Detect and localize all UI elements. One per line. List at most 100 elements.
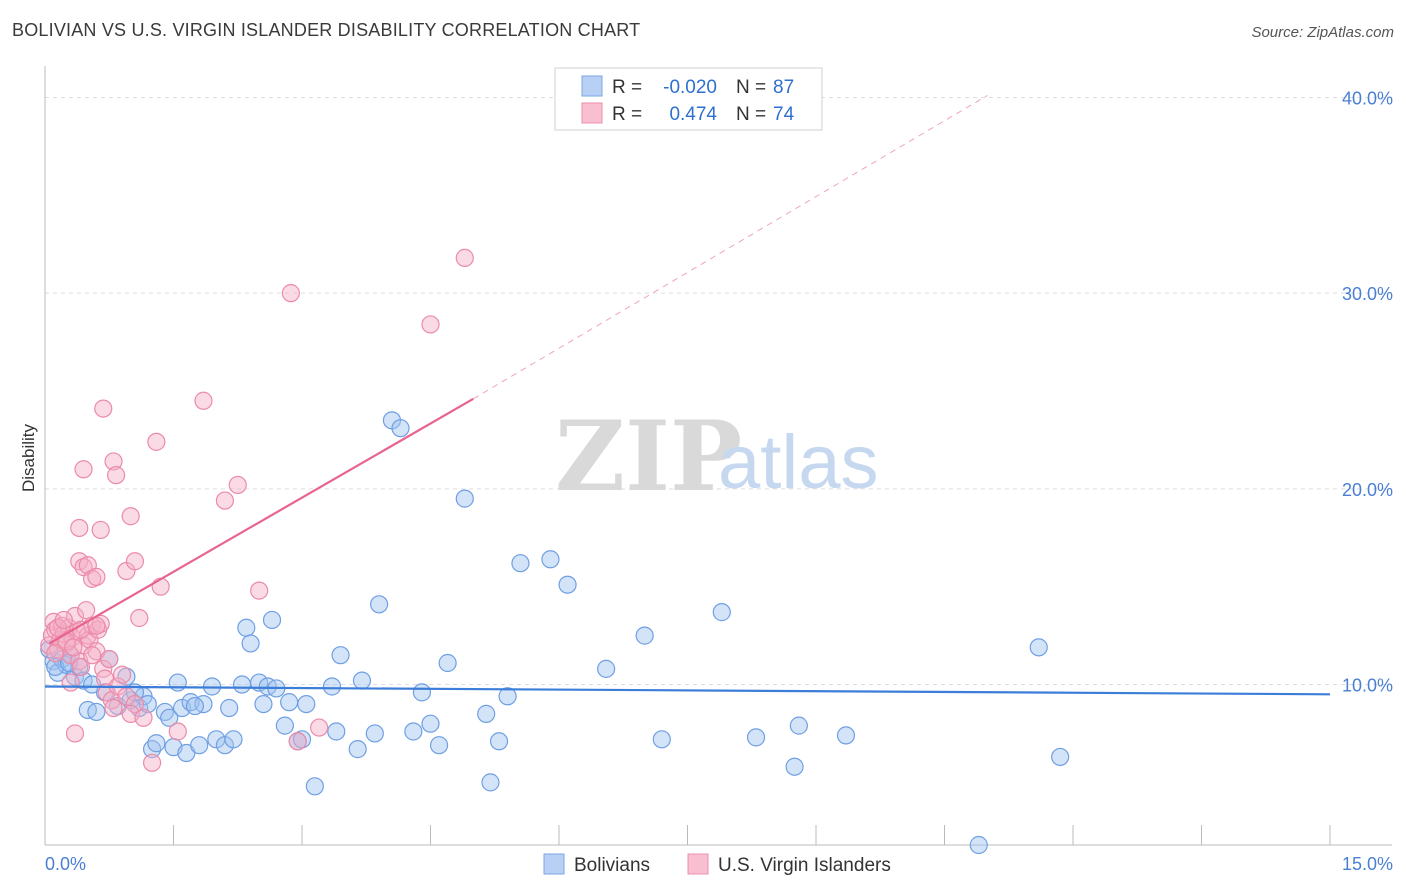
point-bolivians bbox=[147, 734, 166, 753]
point-bolivians bbox=[597, 659, 616, 678]
point-virgin-islanders bbox=[281, 284, 300, 303]
series-bolivians bbox=[40, 411, 1070, 855]
source-label: Source: ZipAtlas.com bbox=[1251, 24, 1394, 41]
legend-swatch-pink bbox=[581, 102, 603, 124]
point-virgin-islanders bbox=[125, 694, 145, 714]
point-virgin-islanders bbox=[194, 391, 213, 410]
point-virgin-islanders bbox=[215, 491, 234, 510]
legend-swatch-blue bbox=[581, 75, 603, 97]
axes bbox=[44, 66, 1392, 846]
point-virgin-islanders bbox=[310, 718, 329, 737]
legend-r-value-2: 0.474 bbox=[669, 104, 717, 125]
point-bolivians bbox=[168, 673, 187, 692]
point-bolivians bbox=[262, 610, 282, 630]
point-virgin-islanders bbox=[54, 610, 73, 630]
point-bolivians bbox=[391, 419, 410, 438]
point-virgin-islanders bbox=[70, 518, 89, 538]
y-tick-label: 20.0% bbox=[1342, 480, 1393, 500]
legend-n-label-2: N = bbox=[736, 104, 766, 125]
point-virgin-islanders bbox=[74, 460, 93, 479]
point-bolivians bbox=[511, 554, 530, 573]
x-tick-label: 15.0% bbox=[1342, 854, 1393, 874]
bottom-legend-swatch-pink bbox=[687, 853, 709, 875]
point-bolivians bbox=[254, 694, 273, 714]
bottom-legend: Bolivians U.S. Virgin Islanders bbox=[543, 853, 891, 876]
point-virgin-islanders bbox=[121, 507, 140, 526]
point-bolivians bbox=[712, 603, 731, 622]
point-bolivians bbox=[348, 740, 367, 759]
point-virgin-islanders bbox=[151, 577, 170, 596]
legend-n-value-1: 87 bbox=[773, 77, 794, 98]
point-virgin-islanders bbox=[288, 732, 307, 751]
point-bolivians bbox=[280, 693, 299, 712]
legend-n-value-2: 74 bbox=[773, 104, 795, 125]
legend-n-label-1: N = bbox=[736, 77, 766, 98]
series-virgin-islanders bbox=[40, 248, 474, 772]
gridlines bbox=[45, 96, 1392, 686]
bottom-legend-label-virgin-islanders: U.S. Virgin Islanders bbox=[718, 855, 891, 876]
tick-labels: 10.0% 20.0% 30.0% 40.0% 0.0% 15.0% bbox=[45, 88, 1393, 874]
point-bolivians bbox=[438, 653, 457, 673]
point-bolivians bbox=[421, 714, 440, 733]
point-virgin-islanders bbox=[107, 466, 126, 485]
trend-line-bolivians bbox=[44, 685, 1331, 696]
point-bolivians bbox=[224, 730, 243, 749]
point-bolivians bbox=[746, 728, 766, 747]
point-bolivians bbox=[789, 716, 808, 735]
point-bolivians bbox=[969, 835, 988, 855]
point-virgin-islanders bbox=[104, 452, 123, 471]
legend-r-value-1: -0.020 bbox=[663, 77, 717, 98]
point-bolivians bbox=[429, 736, 449, 755]
point-virgin-islanders bbox=[104, 698, 123, 718]
point-bolivians bbox=[477, 704, 496, 723]
legend-box: R = -0.020 N = 87 R = 0.474 N = 74 bbox=[554, 67, 823, 131]
point-virgin-islanders bbox=[91, 520, 110, 540]
point-bolivians bbox=[481, 773, 500, 792]
point-virgin-islanders bbox=[87, 567, 106, 586]
point-virgin-islanders bbox=[64, 638, 83, 657]
y-tick-label: 30.0% bbox=[1342, 284, 1393, 304]
point-bolivians bbox=[558, 575, 577, 594]
point-virgin-islanders bbox=[421, 315, 440, 334]
point-bolivians bbox=[275, 716, 294, 735]
point-bolivians bbox=[237, 618, 256, 637]
point-virgin-islanders bbox=[94, 399, 113, 418]
point-bolivians bbox=[241, 634, 260, 653]
point-bolivians bbox=[635, 626, 654, 645]
point-virgin-islanders bbox=[46, 644, 65, 663]
point-bolivians bbox=[785, 757, 804, 776]
y-axis-label: Disability bbox=[19, 423, 38, 492]
point-virgin-islanders bbox=[250, 581, 269, 600]
point-virgin-islanders bbox=[112, 665, 132, 684]
point-virgin-islanders bbox=[65, 724, 85, 743]
point-bolivians bbox=[489, 732, 509, 751]
point-virgin-islanders bbox=[134, 708, 153, 727]
point-bolivians bbox=[352, 671, 372, 690]
x-tick-label: 0.0% bbox=[45, 854, 86, 874]
point-bolivians bbox=[498, 687, 517, 706]
point-bolivians bbox=[297, 694, 316, 714]
point-bolivians bbox=[322, 677, 342, 696]
point-bolivians bbox=[327, 722, 346, 741]
point-bolivians bbox=[185, 696, 205, 716]
point-bolivians bbox=[836, 726, 856, 745]
trend-line-virgin-islanders-extension bbox=[473, 95, 988, 400]
watermark-atlas: atlas bbox=[718, 420, 879, 505]
point-virgin-islanders bbox=[71, 657, 91, 677]
legend-r-label-2: R = bbox=[612, 104, 642, 125]
point-bolivians bbox=[541, 550, 560, 569]
point-bolivians bbox=[220, 698, 239, 718]
point-bolivians bbox=[404, 722, 423, 741]
bottom-legend-label-bolivians: Bolivians bbox=[574, 855, 650, 876]
point-virgin-islanders bbox=[455, 248, 474, 268]
point-bolivians bbox=[370, 595, 389, 614]
point-virgin-islanders bbox=[125, 552, 145, 571]
point-bolivians bbox=[1029, 638, 1048, 657]
point-virgin-islanders bbox=[77, 601, 96, 620]
chart-title: BOLIVIAN VS U.S. VIRGIN ISLANDER DISABIL… bbox=[12, 20, 641, 40]
point-bolivians bbox=[652, 730, 671, 749]
point-bolivians bbox=[232, 675, 252, 694]
point-virgin-islanders bbox=[61, 673, 80, 692]
point-bolivians bbox=[190, 736, 209, 755]
